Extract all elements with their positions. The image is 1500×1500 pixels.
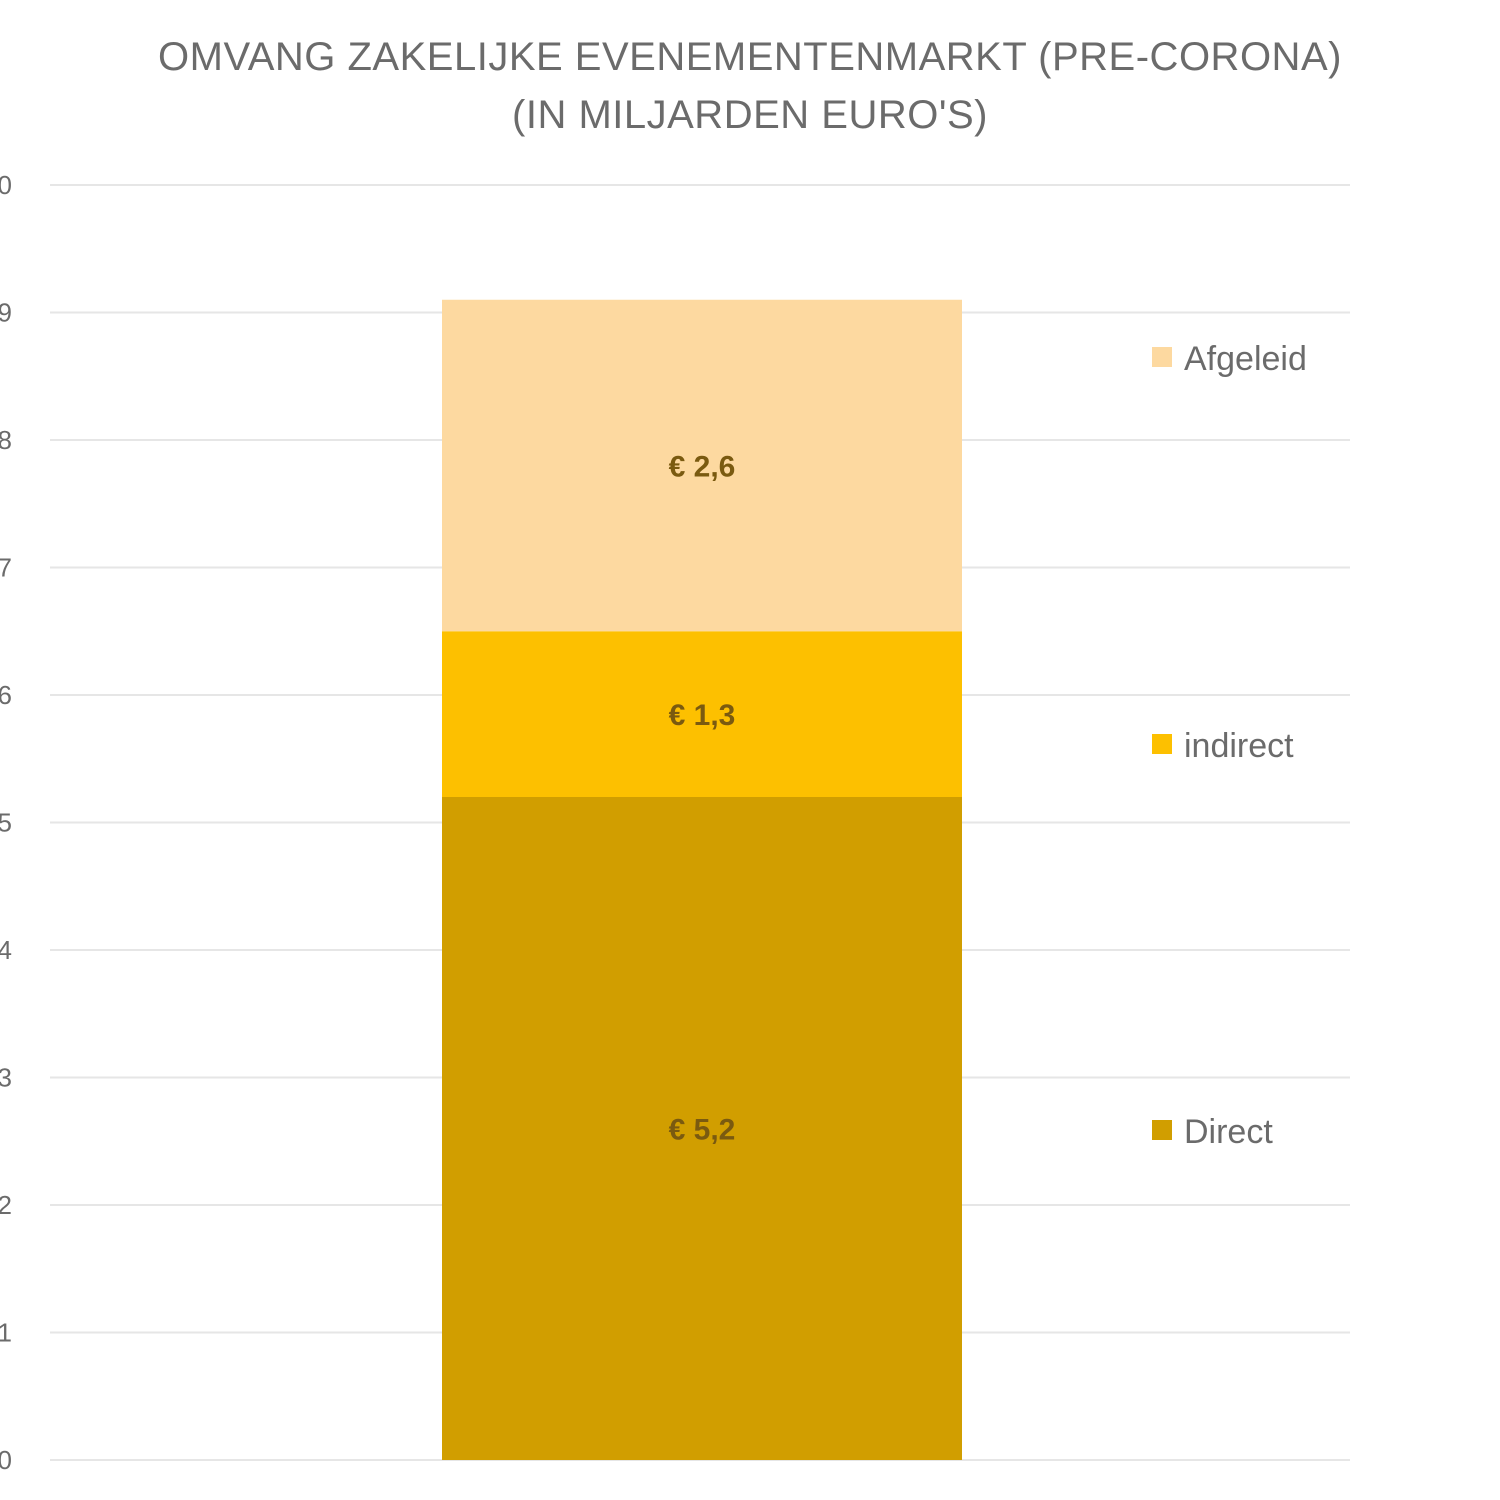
legend-label-indirect: indirect: [1184, 727, 1294, 765]
legend-swatch-indirect: [1152, 734, 1172, 754]
bar-segment-indirect: [442, 631, 962, 797]
bar-segment-afgeleid: [442, 299, 962, 632]
data-label-indirect: € 1,3: [669, 699, 736, 732]
y-tick-label: 5: [0, 808, 12, 838]
y-tick-label: 9: [0, 298, 12, 328]
y-tick-label: 8: [0, 425, 12, 455]
y-tick-label: 7: [0, 553, 12, 583]
y-tick-label: 0: [0, 1445, 12, 1475]
y-tick-label: 2: [0, 1190, 12, 1220]
legend: Afgeleid indirect Direct: [1152, 340, 1307, 1151]
y-tick-label: 1: [0, 1318, 12, 1348]
legend-swatch-afgeleid: [1152, 347, 1172, 367]
y-tick-label: 4: [0, 935, 12, 965]
y-tick-label: 6: [0, 680, 12, 710]
data-label-afgeleid: € 2,6: [669, 451, 736, 484]
y-tick-label: 10: [0, 170, 12, 200]
legend-swatch-direct: [1152, 1120, 1172, 1140]
legend-label-direct: Direct: [1184, 1113, 1273, 1151]
chart-subtitle: (IN MILJARDEN EURO'S): [512, 93, 988, 137]
stacked-bar: € 5,2 € 1,3 € 2,6: [442, 299, 962, 1460]
data-label-direct: € 5,2: [669, 1114, 736, 1147]
chart-title: OMVANG ZAKELIJKE EVENEMENTENMARKT (PRE-C…: [158, 35, 1342, 79]
y-tick-label: 3: [0, 1063, 12, 1093]
bar-segment-direct: [442, 797, 962, 1460]
y-axis-ticks: 0 1 2 3 4 5 6 7 8 9 10: [0, 170, 12, 1475]
legend-label-afgeleid: Afgeleid: [1184, 340, 1307, 378]
